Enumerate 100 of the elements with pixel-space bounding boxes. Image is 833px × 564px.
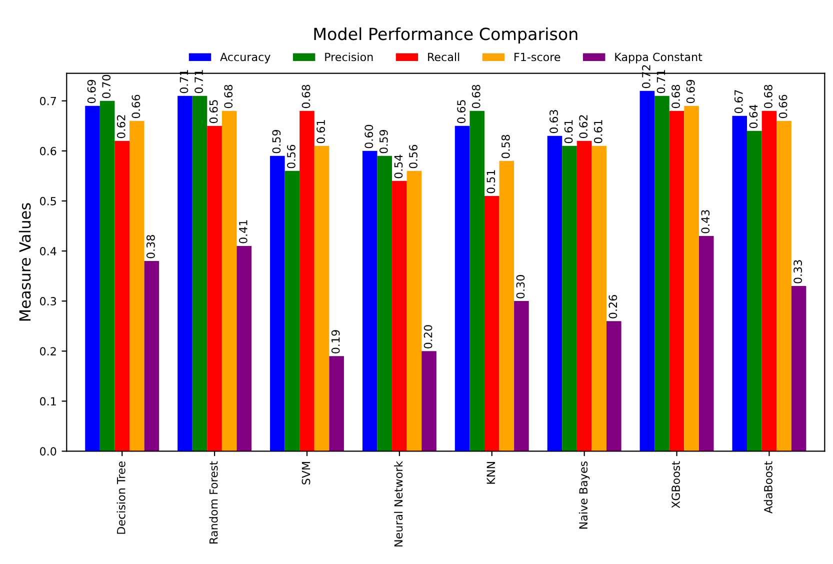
- bar: [422, 351, 436, 452]
- bar: [669, 110, 684, 452]
- data-label: 0.61: [564, 120, 573, 144]
- data-label: 0.38: [146, 235, 155, 258]
- bar: [130, 120, 144, 452]
- data-label: 0.62: [579, 115, 588, 138]
- bar: [654, 96, 670, 452]
- y-tick-label: 0.5: [40, 196, 56, 206]
- data-label: 0.66: [132, 94, 140, 118]
- bar: [776, 120, 792, 452]
- bar: [514, 301, 529, 452]
- bar: [606, 321, 622, 452]
- data-label: 0.26: [608, 295, 618, 318]
- bar: [562, 146, 577, 452]
- data-label: 0.43: [701, 210, 710, 234]
- legend-label: F1-score: [514, 52, 560, 62]
- data-label: 0.58: [501, 134, 510, 158]
- bar: [406, 170, 422, 452]
- y-tick-label: 0.4: [40, 246, 56, 256]
- data-label: 0.59: [379, 130, 388, 154]
- data-label: 0.60: [364, 124, 374, 148]
- x-tick-label: Decision Tree: [116, 462, 126, 534]
- data-label: 0.59: [272, 130, 281, 154]
- data-label: 0.68: [302, 84, 310, 108]
- bar: [192, 96, 208, 452]
- data-label: 0.67: [734, 90, 743, 114]
- x-tick-label: Naive Bayes: [578, 461, 590, 529]
- x-tick-label: AdaBoost: [764, 461, 772, 514]
- data-label: 0.72: [642, 65, 650, 88]
- bar: [270, 156, 285, 452]
- bar: [484, 196, 500, 452]
- y-tick-label: 0.2: [40, 347, 56, 356]
- bar: [114, 140, 130, 452]
- data-label: 0.70: [102, 74, 111, 98]
- data-label: 0.71: [194, 70, 203, 94]
- data-label: 0.61: [316, 120, 326, 144]
- bar: [576, 140, 592, 452]
- data-label: 0.71: [656, 70, 666, 94]
- data-label: 0.62: [116, 115, 126, 138]
- data-label: 0.65: [209, 100, 218, 124]
- data-label: 0.61: [594, 120, 602, 144]
- data-label: 0.68: [224, 84, 233, 108]
- bar: [284, 170, 300, 452]
- data-label: 0.33: [794, 260, 802, 284]
- data-label: 0.56: [287, 144, 296, 168]
- x-tick-label: Neural Network: [394, 460, 403, 546]
- bar: [314, 146, 330, 452]
- data-label: 0.71: [180, 70, 188, 94]
- x-tick-label: Random Forest: [209, 461, 218, 544]
- y-tick-label: 0.1: [40, 397, 56, 406]
- data-label: 0.51: [486, 170, 496, 194]
- bar: [592, 146, 607, 452]
- bar: [791, 286, 806, 452]
- bar: [684, 106, 699, 452]
- bar: [362, 150, 378, 452]
- data-label: 0.30: [516, 275, 525, 298]
- data-label: 0.68: [672, 84, 680, 108]
- bar: [392, 180, 407, 452]
- bar: [144, 261, 160, 452]
- bar: [547, 136, 562, 452]
- data-label: 0.63: [550, 110, 558, 134]
- legend-label: Accuracy: [220, 52, 270, 64]
- data-label: 0.69: [686, 80, 695, 104]
- data-label: 0.19: [331, 330, 340, 354]
- data-label: 0.69: [87, 80, 96, 104]
- legend-label: Precision: [325, 52, 373, 62]
- data-label: 0.54: [394, 154, 403, 178]
- bar: [454, 126, 470, 452]
- data-label: 0.64: [749, 104, 758, 128]
- bar: [222, 110, 237, 452]
- bar: [377, 156, 392, 452]
- bar: [207, 126, 222, 452]
- bar: [732, 116, 748, 452]
- bar: [300, 110, 314, 452]
- bar: [499, 160, 514, 452]
- bar: [100, 100, 115, 452]
- legend-label: Recall: [428, 52, 460, 62]
- x-tick-label: XGBoost: [672, 461, 680, 508]
- bar: [236, 246, 252, 452]
- data-label: 0.20: [424, 325, 432, 348]
- bar: [178, 96, 192, 452]
- bar: [640, 90, 655, 452]
- data-label: 0.41: [238, 220, 248, 244]
- y-tick-label: 0.0: [40, 447, 56, 456]
- y-tick-label: 0.3: [40, 297, 56, 306]
- x-tick-label: SVM: [302, 462, 310, 484]
- bar: [329, 356, 344, 452]
- bar: [470, 110, 484, 452]
- data-label: 0.68: [472, 84, 480, 108]
- data-label: 0.65: [457, 100, 466, 124]
- data-label: 0.68: [764, 84, 772, 108]
- bar: [698, 236, 714, 452]
- bar: [762, 110, 777, 452]
- chart-title: Model Performance Comparison: [314, 27, 578, 44]
- y-tick-label: 0.6: [40, 146, 56, 156]
- bar: [747, 130, 762, 452]
- bar: [85, 106, 100, 452]
- x-tick-label: KNN: [486, 462, 495, 484]
- y-tick-label: 0.7: [40, 96, 56, 106]
- y-axis-title: Measure Values: [18, 203, 31, 321]
